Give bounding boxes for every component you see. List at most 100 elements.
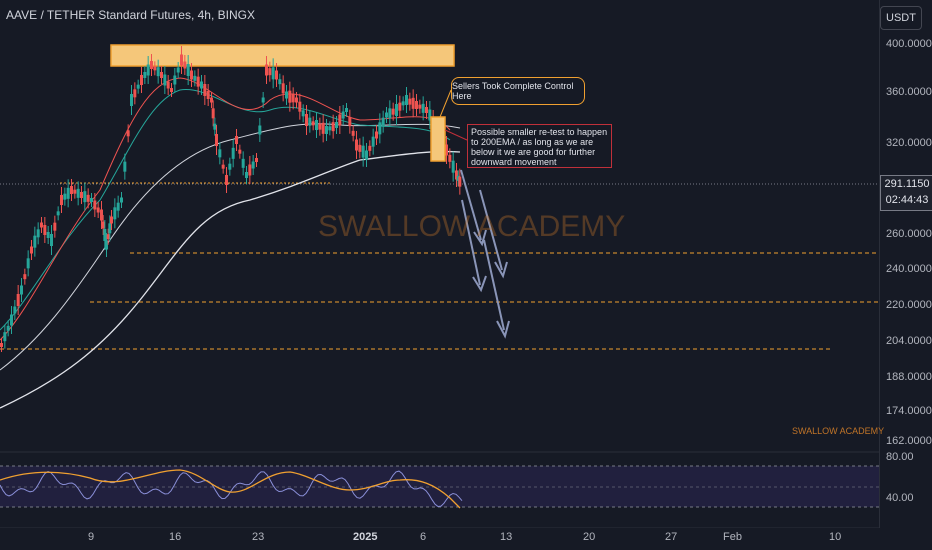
candle-body	[50, 234, 53, 246]
candle-body	[348, 117, 352, 127]
candle-body	[448, 154, 452, 162]
candle-body	[251, 161, 255, 169]
bar-countdown: 02:44:43	[885, 194, 929, 206]
candle-body	[445, 144, 448, 156]
candle-body	[160, 72, 163, 78]
candle-body	[200, 81, 203, 89]
candle-body	[241, 158, 245, 168]
candle-body	[215, 134, 218, 146]
candle-body	[335, 122, 338, 128]
candle-body	[258, 125, 262, 135]
candle-body	[398, 102, 402, 111]
price-label-240: 240.0000	[886, 263, 932, 275]
price-label-220: 220.0000	[886, 299, 932, 311]
candle-body	[210, 97, 213, 103]
candle-body	[375, 131, 378, 139]
time-label-2025: 2025	[353, 531, 378, 543]
candle-body	[385, 112, 388, 118]
candle-body	[451, 160, 455, 173]
candle-body	[113, 207, 117, 220]
price-chart[interactable]	[0, 0, 879, 528]
candle-body	[255, 158, 258, 162]
candle-body	[458, 176, 462, 187]
candle-body	[325, 126, 328, 134]
price-scale[interactable]	[879, 0, 932, 528]
candle-body	[101, 221, 105, 229]
retest-callout-text: Possible smaller re-test to happen to 20…	[471, 127, 608, 167]
candle-body	[110, 216, 113, 224]
candle-body	[218, 149, 222, 158]
time-label-feb: Feb	[723, 531, 742, 543]
candle-body	[305, 114, 308, 126]
candle-body	[196, 76, 200, 87]
candle-body	[3, 332, 7, 342]
candle-body	[415, 101, 418, 109]
candle-body	[388, 108, 392, 119]
watermark-small: SWALLOW ACADEMY	[792, 426, 885, 436]
candle-body	[321, 122, 325, 134]
current-price-tag: 291.1150 02:44:43	[880, 175, 932, 211]
candle-body	[0, 343, 3, 347]
candle-body	[355, 139, 358, 151]
candle-body	[86, 194, 90, 202]
candle-body	[180, 54, 183, 66]
candle-body	[345, 108, 348, 112]
currency-button[interactable]: USDT	[880, 6, 922, 30]
candle-body	[361, 145, 365, 158]
candle-body	[281, 83, 285, 94]
candle-body	[53, 222, 57, 231]
price-label-204: 204.0000	[886, 335, 932, 347]
candle-body	[368, 145, 372, 151]
candle-body	[123, 161, 127, 172]
candle-body	[308, 117, 312, 126]
symbol-title[interactable]: AAVE / TETHER Standard Futures, 4h, BING…	[6, 8, 255, 22]
candle-body	[166, 81, 170, 89]
candle-body	[203, 84, 207, 96]
current-price-value: 291.1150	[884, 178, 930, 190]
time-label-13: 13	[500, 531, 513, 543]
candle-body	[331, 122, 335, 132]
rsi-label-40: 40.00	[886, 492, 914, 504]
candle-body	[418, 104, 422, 109]
candle-body	[176, 67, 180, 73]
price-label-260: 260.0000	[886, 228, 932, 240]
candle-body	[411, 97, 415, 109]
candle-body	[213, 123, 217, 130]
sellers-callout-text: Sellers Took Complete Control Here	[452, 81, 574, 101]
candle-body	[105, 240, 108, 250]
candle-body	[338, 114, 342, 126]
candle-body	[13, 306, 17, 314]
candle-body	[156, 67, 160, 77]
time-label-27: 27	[665, 531, 678, 543]
candle-body	[378, 122, 382, 135]
candle-body	[315, 120, 318, 130]
candle-body	[143, 72, 147, 78]
candle-body	[93, 200, 97, 210]
candle-body	[225, 175, 228, 185]
retest-callout[interactable]: Possible smaller re-test to happen to 20…	[467, 124, 612, 168]
time-label-20: 20	[583, 531, 596, 543]
candle-body	[295, 97, 298, 103]
candle-body	[211, 108, 215, 119]
candle-body	[455, 170, 458, 180]
time-label-6: 6	[420, 531, 427, 543]
candle-body	[76, 188, 80, 198]
candle-body	[288, 90, 292, 103]
projection-arrows	[460, 169, 510, 339]
sellers-callout[interactable]: Sellers Took Complete Control Here	[451, 77, 585, 105]
candlestick-series	[0, 46, 462, 352]
ema-200-line	[0, 150, 461, 409]
candle-body	[318, 123, 322, 130]
price-label-162: 162.0000	[886, 435, 932, 447]
price-label-174: 174.0000	[886, 405, 932, 417]
candle-body	[140, 75, 143, 85]
candle-body	[108, 223, 112, 234]
candle-body	[285, 91, 288, 99]
candle-body	[235, 136, 238, 144]
candle-body	[153, 66, 157, 71]
candle-body	[90, 198, 93, 202]
candle-body	[130, 94, 133, 106]
candle-body	[146, 64, 150, 76]
callout-connector-2	[444, 129, 468, 141]
candle-body	[10, 314, 13, 326]
